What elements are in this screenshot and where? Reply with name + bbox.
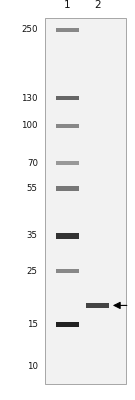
Bar (56, 124, 79, 128)
Bar (56, 233, 79, 238)
Bar (56, 186, 79, 191)
Text: 1: 1 (64, 0, 71, 10)
Bar (56, 161, 79, 165)
Text: 100: 100 (21, 121, 38, 130)
Text: 15: 15 (27, 320, 38, 329)
Bar (56, 322, 79, 327)
Text: 35: 35 (27, 231, 38, 240)
Text: 70: 70 (27, 159, 38, 168)
Bar (56, 28, 79, 32)
Text: 250: 250 (21, 25, 38, 34)
Bar (56, 96, 79, 100)
Text: 130: 130 (21, 94, 38, 103)
Text: 55: 55 (27, 184, 38, 193)
Text: 25: 25 (27, 266, 38, 276)
Text: 10: 10 (27, 362, 38, 372)
Bar (45, 18, 126, 384)
Text: 2: 2 (94, 0, 101, 10)
Bar (56, 269, 79, 273)
Bar (86, 303, 109, 308)
